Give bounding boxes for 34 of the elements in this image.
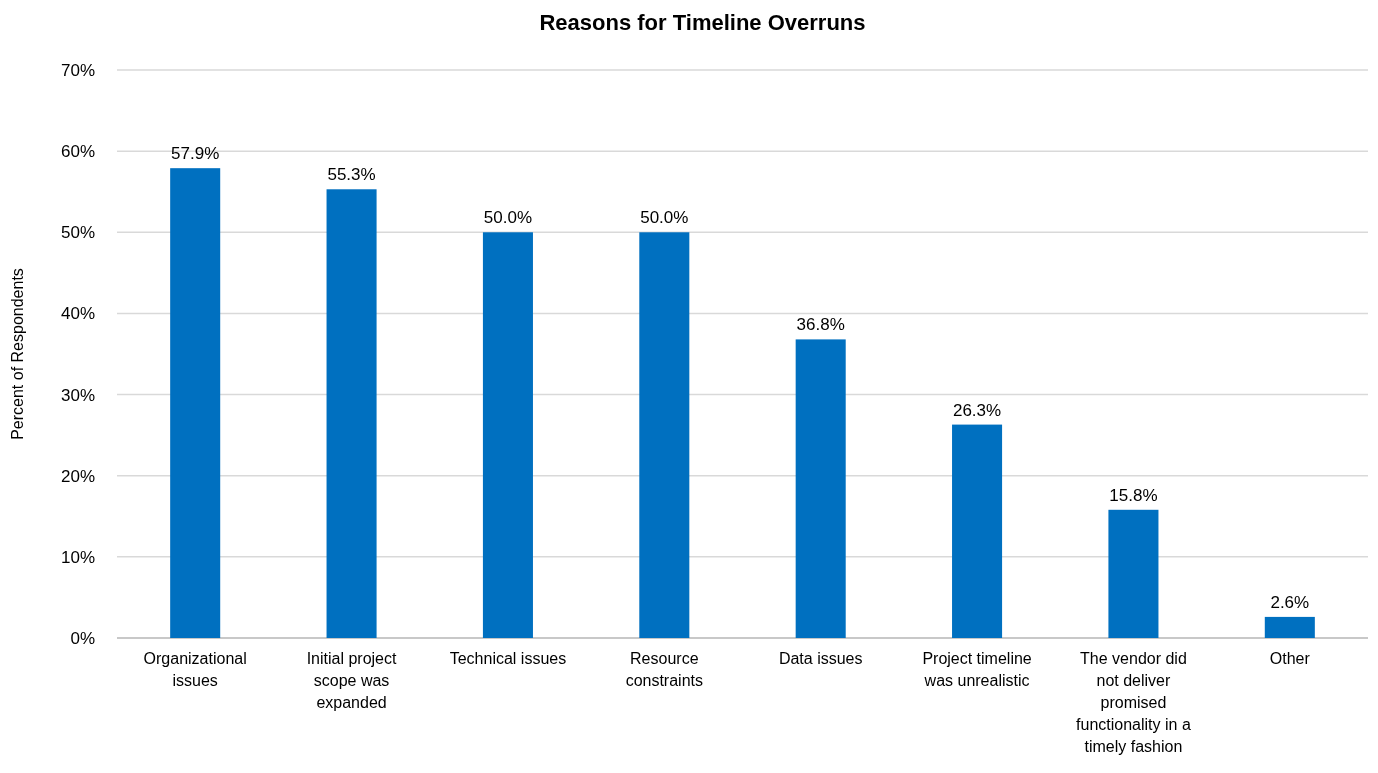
x-tick-label: Organizational issues	[143, 650, 247, 689]
bar	[1108, 509, 1159, 638]
x-tick-label: Project timeline was unrealistic	[922, 650, 1032, 689]
x-tick-label: Technical issues	[449, 650, 567, 667]
bar	[795, 339, 846, 638]
bar	[952, 424, 1003, 638]
x-tick-label: Other	[1269, 650, 1311, 667]
data-label: 26.3%	[952, 400, 1002, 420]
bar	[170, 168, 221, 638]
y-tick-label: 40%	[60, 304, 95, 324]
y-axis-title: Percent of Respondents	[9, 268, 26, 440]
data-label: 50.0%	[483, 208, 533, 228]
y-tick-label: 50%	[60, 223, 95, 243]
chart-title: Reasons for Timeline Overruns	[539, 10, 866, 35]
bar	[326, 189, 377, 638]
y-tick-label: 30%	[60, 385, 95, 405]
y-tick-label: 10%	[60, 547, 95, 567]
data-label: 2.6%	[1270, 592, 1310, 612]
bar	[639, 232, 690, 638]
y-tick-label: 0%	[70, 628, 95, 648]
y-tick-label: 60%	[60, 142, 95, 162]
x-tick-label: Initial project scope was expanded	[306, 650, 398, 711]
y-tick-label: 70%	[60, 60, 95, 80]
bar	[1264, 616, 1315, 638]
bar	[482, 232, 533, 638]
data-label: 15.8%	[1109, 485, 1158, 505]
x-tick-label: Resource constraints	[625, 650, 703, 689]
x-tick-label: The vendor did not deliver promised functionality in a timely fashion	[1076, 650, 1191, 755]
data-label: 36.8%	[796, 315, 845, 335]
x-tick-label: Data issues	[778, 650, 863, 667]
data-label: 55.3%	[327, 165, 376, 185]
y-tick-label: 20%	[60, 466, 95, 486]
data-label: 57.9%	[171, 144, 220, 164]
data-label: 50.0%	[640, 208, 689, 228]
